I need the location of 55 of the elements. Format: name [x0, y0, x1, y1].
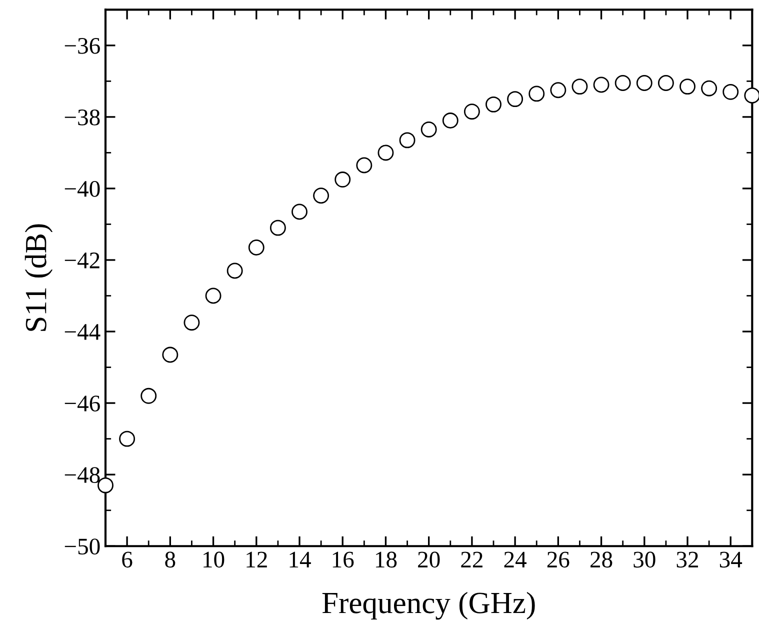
x-axis-title: Frequency (GHz)	[322, 592, 535, 620]
point	[356, 157, 372, 174]
point	[292, 204, 308, 220]
point	[507, 91, 524, 108]
x-tick-label: 12	[246, 552, 267, 568]
point	[334, 172, 351, 188]
point	[442, 112, 458, 129]
x-tick-label: 6	[122, 552, 132, 568]
point	[313, 188, 330, 204]
point	[399, 132, 416, 148]
y-tick-label: −48	[64, 467, 100, 484]
point	[722, 84, 739, 100]
y-axis-title: S11 (dB)	[24, 224, 53, 331]
point	[162, 346, 178, 363]
x-tick-label: 14	[290, 552, 311, 568]
x-tick-label: 10	[204, 552, 224, 568]
y-tick-label: −36	[64, 38, 100, 54]
point	[226, 262, 243, 279]
point	[680, 78, 696, 95]
x-tick-label: 22	[461, 552, 482, 568]
point	[572, 78, 588, 95]
x-tick-label: 26	[547, 552, 570, 568]
point	[593, 76, 610, 93]
y-tick-label: −44	[64, 324, 100, 340]
x-tick-label: 20	[418, 552, 440, 568]
x-tick-label: 8	[165, 552, 176, 568]
point	[270, 220, 286, 236]
y-tick-label: −38	[64, 109, 100, 126]
x-tick-label: 16	[332, 552, 354, 568]
x-tick-label: 32	[676, 552, 698, 568]
point	[140, 388, 157, 404]
x-tick-label: 24	[504, 552, 526, 568]
point	[486, 96, 502, 112]
point	[184, 314, 200, 331]
point	[658, 74, 674, 91]
x-tick-label: 34	[720, 552, 742, 568]
x-tick-label: 18	[376, 552, 397, 568]
point	[464, 104, 480, 120]
point	[614, 74, 631, 91]
point	[205, 288, 222, 304]
point	[701, 80, 718, 96]
y-tick-label: −42	[64, 252, 100, 268]
y-tick-label: −50	[64, 538, 100, 555]
x-tick-label: 28	[590, 552, 612, 568]
point	[248, 240, 264, 256]
point	[550, 82, 566, 98]
point	[119, 430, 136, 447]
y-tick-label: −40	[64, 180, 100, 197]
point	[528, 86, 545, 102]
point	[636, 74, 652, 91]
x-tick-label: 30	[634, 552, 656, 568]
point	[744, 88, 759, 104]
y-tick-label: −46	[64, 396, 100, 412]
point	[378, 144, 394, 161]
point	[420, 121, 437, 138]
